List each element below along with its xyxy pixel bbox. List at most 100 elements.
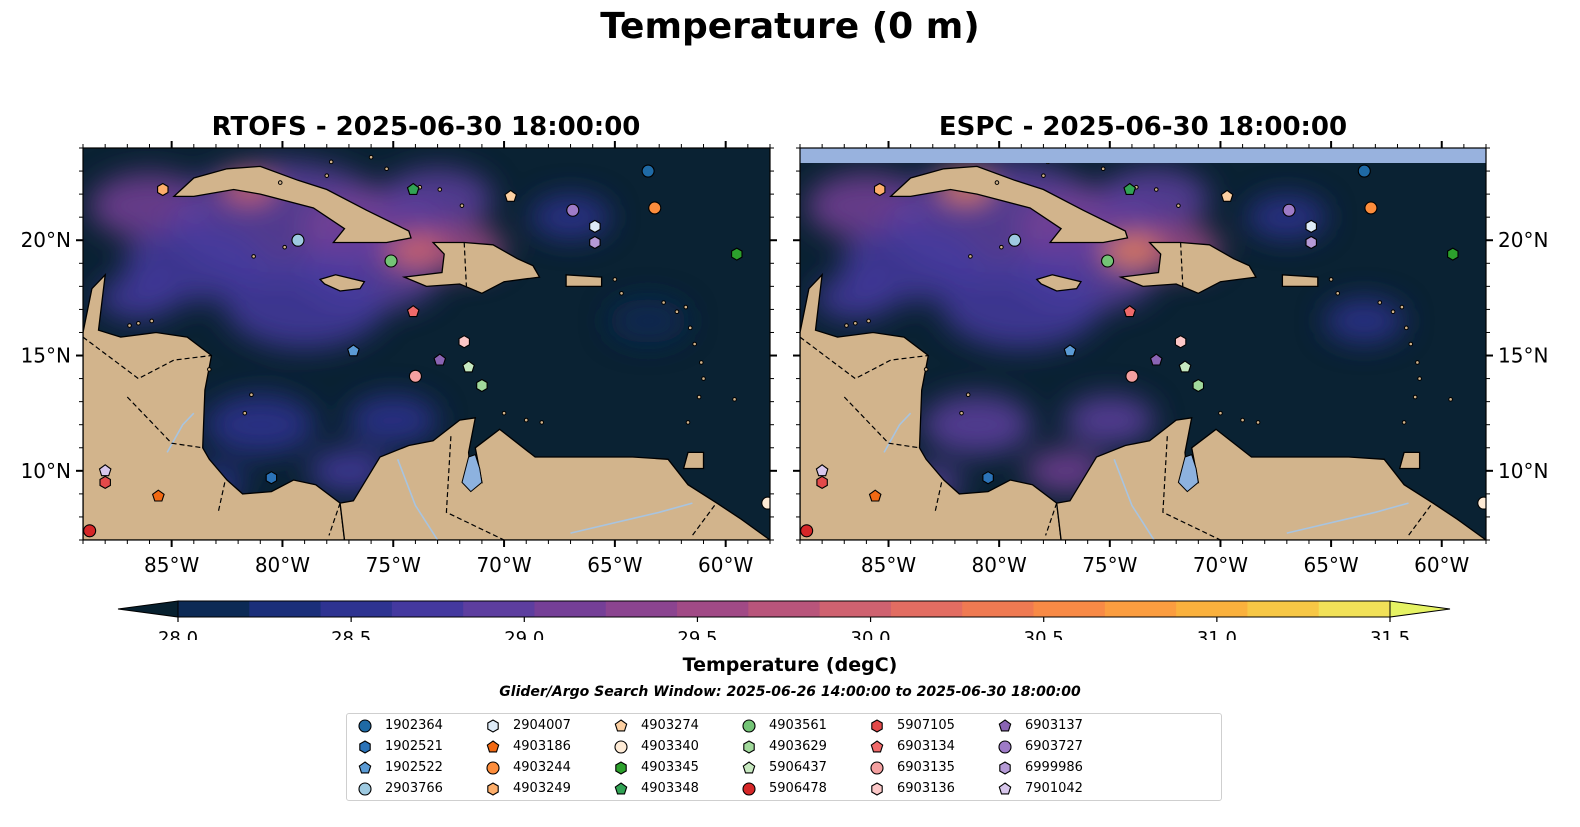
- colorbar-tick-label: 29.0: [504, 628, 544, 640]
- island: [1448, 397, 1453, 402]
- legend-label: 5907105: [897, 718, 955, 733]
- warm-patch: [382, 168, 493, 229]
- legend-label: 4903629: [769, 739, 827, 754]
- colorbar-tick-label: 30.0: [851, 628, 891, 640]
- float-marker-4903340: [761, 496, 770, 510]
- island: [1399, 304, 1405, 310]
- land-cuba: [172, 165, 412, 244]
- colorbar-bin: [890, 601, 963, 617]
- island: [249, 392, 254, 398]
- legend-marker-icon: [870, 761, 884, 775]
- legend-marker-icon: [742, 782, 756, 796]
- panel-frame: [799, 147, 1487, 541]
- island: [866, 318, 871, 324]
- legend-marker: [486, 740, 500, 753]
- float-marker-4903274: [504, 189, 518, 202]
- legend-marker-icon: [358, 782, 372, 796]
- warm-patch: [1246, 195, 1327, 240]
- island: [683, 304, 689, 310]
- float-marker-6903134: [406, 305, 420, 318]
- float-marker-4903249: [873, 182, 886, 197]
- legend-marker-icon: [870, 740, 884, 753]
- legend-marker: [998, 719, 1012, 732]
- legend-marker: [999, 761, 1011, 775]
- island: [242, 410, 248, 416]
- land-cuba: [889, 165, 1129, 244]
- island: [994, 180, 1000, 185]
- island: [1041, 173, 1046, 178]
- island: [207, 367, 212, 372]
- espc-panel-title: ESPC - 2025-06-30 18:00:00: [938, 112, 1348, 142]
- colorbar-bin: [534, 601, 607, 617]
- island: [1335, 290, 1341, 296]
- legend-marker-icon: [614, 740, 628, 754]
- x-tick-label: 80°W: [255, 553, 310, 577]
- legend-label: 6903727: [1025, 739, 1083, 754]
- legend-label: 6903134: [897, 739, 955, 754]
- panel-axes: 85°W 80°W 75°W 70°W 65°W 60°W 20°N 15°N 10°N: [793, 141, 1548, 577]
- legend-marker: [358, 761, 372, 774]
- legend-marker: [743, 740, 755, 754]
- island: [539, 420, 545, 425]
- legend-marker: [615, 761, 627, 775]
- island: [844, 323, 849, 328]
- legend-marker: [359, 740, 371, 754]
- legend-marker: [871, 719, 883, 733]
- x-tick-label: 70°W: [1193, 553, 1248, 577]
- float-marker-6999986: [1305, 235, 1317, 250]
- island: [127, 323, 132, 328]
- colorbar-bin: [819, 601, 892, 617]
- legend-marker-icon: [614, 782, 628, 795]
- colorbar-bin: [1104, 601, 1177, 617]
- river: [1113, 459, 1155, 540]
- legend-label: 4903340: [641, 739, 699, 754]
- float-marker-7901042: [98, 464, 112, 477]
- island: [696, 394, 702, 400]
- island: [384, 166, 389, 172]
- map-figure: 85°W 80°W 75°W 70°W 65°W 60°W20°N15°N10°N85°W…: [21, 141, 1548, 640]
- legend-marker: [871, 782, 883, 796]
- island: [1401, 420, 1407, 425]
- warm-patch: [98, 275, 179, 320]
- island: [959, 410, 964, 416]
- island: [1390, 309, 1396, 315]
- colorbar-bin: [391, 601, 464, 617]
- warm-patch: [941, 260, 1102, 349]
- island: [619, 290, 624, 296]
- legend-label: 5906437: [769, 760, 827, 775]
- colorbar-bin: [748, 601, 821, 617]
- island: [1255, 420, 1261, 425]
- float-marker-5907105: [816, 475, 828, 490]
- legend-marker: [358, 782, 372, 796]
- x-tick-label: 60°W: [698, 553, 753, 577]
- island: [853, 320, 858, 326]
- country-border: [463, 242, 467, 287]
- island: [687, 325, 693, 331]
- float-marker-7901042: [815, 464, 829, 477]
- legend-marker-icon: [743, 740, 755, 754]
- panel-frame: [82, 147, 771, 541]
- legend-marker-icon: [998, 740, 1012, 754]
- legend-label: 1902522: [385, 760, 443, 775]
- float-marker-6903134: [1123, 305, 1137, 318]
- lake-maracaibo: [1177, 454, 1199, 493]
- river: [570, 502, 693, 534]
- warm-patch: [348, 395, 439, 445]
- colorbar-tick-label: 30.5: [1024, 628, 1064, 640]
- island: [459, 203, 465, 208]
- warm-patch: [922, 394, 1033, 455]
- warm-patch: [815, 275, 896, 320]
- lake-maracaibo: [461, 454, 483, 493]
- legend-label: 1902364: [385, 718, 443, 733]
- legend-marker-icon: [615, 761, 627, 775]
- colorbar-bin: [962, 601, 1035, 617]
- legend-label: 4903186: [513, 739, 571, 754]
- island: [277, 180, 283, 185]
- legend-marker: [998, 740, 1012, 754]
- legend-label: 4903244: [513, 760, 571, 775]
- colorbar: 28.0 28.5 29.0 29.5 30.0 30.5 31.0 31.5: [117, 600, 1451, 640]
- colorbar-tick-label: 31.5: [1370, 628, 1410, 640]
- legend-marker: [614, 782, 628, 795]
- legend-marker: [870, 740, 884, 753]
- island: [674, 309, 680, 315]
